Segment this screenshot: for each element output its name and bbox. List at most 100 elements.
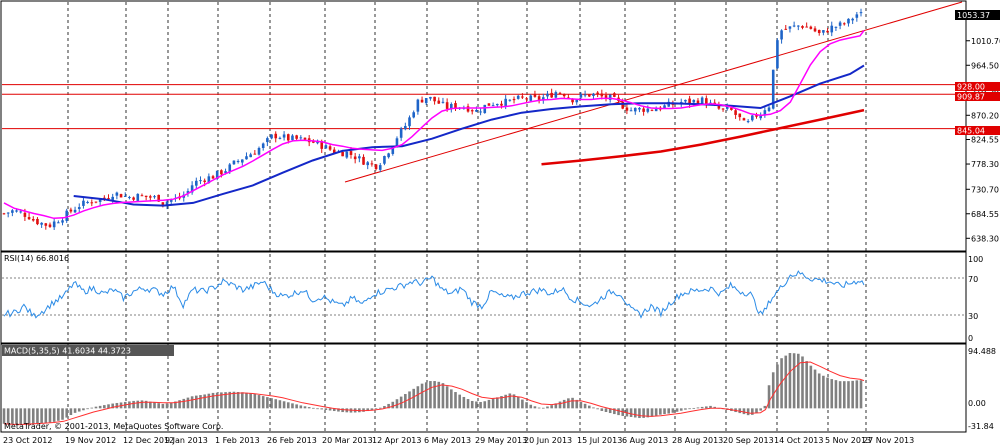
macd-bar	[211, 392, 215, 409]
macd-bar	[767, 385, 771, 409]
ma-fast-line	[3, 30, 865, 220]
macd-bar	[454, 392, 457, 409]
candle-body	[40, 222, 43, 225]
macd-bar	[462, 396, 466, 409]
candle-body	[851, 18, 854, 21]
macd-bar	[69, 408, 73, 416]
candle-body	[738, 113, 742, 118]
candle-body	[801, 26, 804, 28]
candle-body	[688, 98, 691, 104]
candle-body	[282, 134, 286, 138]
candle-body	[550, 92, 553, 98]
candle-body	[771, 69, 775, 109]
time-label: 19 Nov 2012	[65, 436, 116, 445]
candle-body	[596, 92, 599, 95]
candle-body	[433, 96, 436, 102]
candle-body	[717, 105, 721, 109]
candle-body	[805, 26, 808, 28]
macd-bar	[199, 395, 202, 409]
macd-bar	[713, 406, 716, 409]
candle-body	[516, 95, 520, 99]
candle-body	[613, 93, 616, 97]
time-label: 5 Nov 2013	[825, 436, 871, 445]
macd-bar	[274, 399, 278, 409]
macd-bar	[420, 383, 424, 409]
candle-body	[496, 103, 499, 106]
candle-body	[395, 138, 399, 146]
candle-body	[838, 22, 842, 26]
time-label: 15 Jul 2013	[577, 436, 622, 445]
macd-bar	[149, 401, 152, 409]
candle-body	[320, 141, 324, 149]
candle-body	[341, 151, 344, 157]
candle-body	[98, 198, 102, 202]
price-tick: 1010.70	[971, 37, 1000, 46]
macd-bar	[483, 401, 487, 409]
macd-bar	[270, 398, 273, 409]
candle-body	[220, 170, 223, 175]
macd-bar	[195, 395, 198, 409]
macd-bar	[650, 408, 654, 417]
candle-body	[450, 104, 453, 110]
rsi-panel[interactable]	[0, 251, 967, 344]
candle-body	[705, 98, 708, 106]
macd-bar	[746, 408, 750, 416]
candle-body	[855, 14, 859, 18]
current-price-label: 1053.37	[955, 10, 1000, 20]
candle-body	[57, 222, 60, 224]
macd-bar	[629, 408, 633, 417]
macd-bar	[23, 408, 27, 425]
macd-bar	[475, 401, 478, 409]
macd-bar	[567, 398, 570, 409]
macd-bar	[512, 394, 516, 409]
candle-body	[31, 218, 35, 221]
macd-bar	[253, 394, 257, 409]
time-label: 23 Oct 2012	[3, 436, 52, 445]
macd-bar	[470, 400, 474, 409]
macd-bar	[445, 386, 449, 409]
candle-body	[61, 220, 64, 223]
macd-bar	[19, 408, 23, 425]
macd-bar	[387, 403, 390, 409]
macd-bar	[236, 391, 240, 409]
macd-bar	[705, 406, 708, 409]
candle-body	[788, 26, 792, 29]
macd-panel[interactable]	[0, 343, 967, 433]
macd-bar	[207, 393, 211, 409]
candle-body	[813, 28, 817, 32]
macd-bar	[165, 403, 169, 409]
macd-bar	[303, 406, 307, 409]
macd-bar	[316, 408, 319, 410]
macd-bar	[98, 405, 102, 409]
macd-bar	[128, 401, 131, 409]
candle-body	[742, 118, 746, 121]
macd-bar	[144, 400, 148, 409]
macd-bar	[299, 405, 303, 409]
candle-body	[809, 26, 813, 29]
candle-body	[784, 28, 788, 30]
price-tick: 824.55	[971, 135, 999, 144]
candle-body	[261, 143, 265, 148]
candle-body	[115, 192, 119, 196]
macd-bar	[533, 406, 537, 409]
time-label: 12 Apr 2013	[372, 436, 421, 445]
candle-body	[232, 160, 236, 165]
candle-body	[424, 98, 428, 104]
macd-bar	[771, 372, 775, 409]
candle-body	[94, 201, 98, 203]
macd-bar	[537, 407, 541, 409]
macd-bar	[40, 408, 43, 424]
macd-bar	[111, 403, 114, 409]
macd-bar	[466, 399, 470, 409]
candle-body	[299, 137, 303, 139]
macd-bar	[77, 408, 81, 412]
macd-bar	[261, 396, 265, 409]
time-label: 20 Sep 2013	[723, 436, 774, 445]
macd-bar	[487, 399, 491, 409]
macd-bar	[500, 396, 503, 409]
level-845-text: 845.04	[957, 127, 985, 136]
candle-body	[119, 194, 123, 198]
candle-body	[416, 99, 420, 112]
macd-bar	[395, 399, 399, 409]
